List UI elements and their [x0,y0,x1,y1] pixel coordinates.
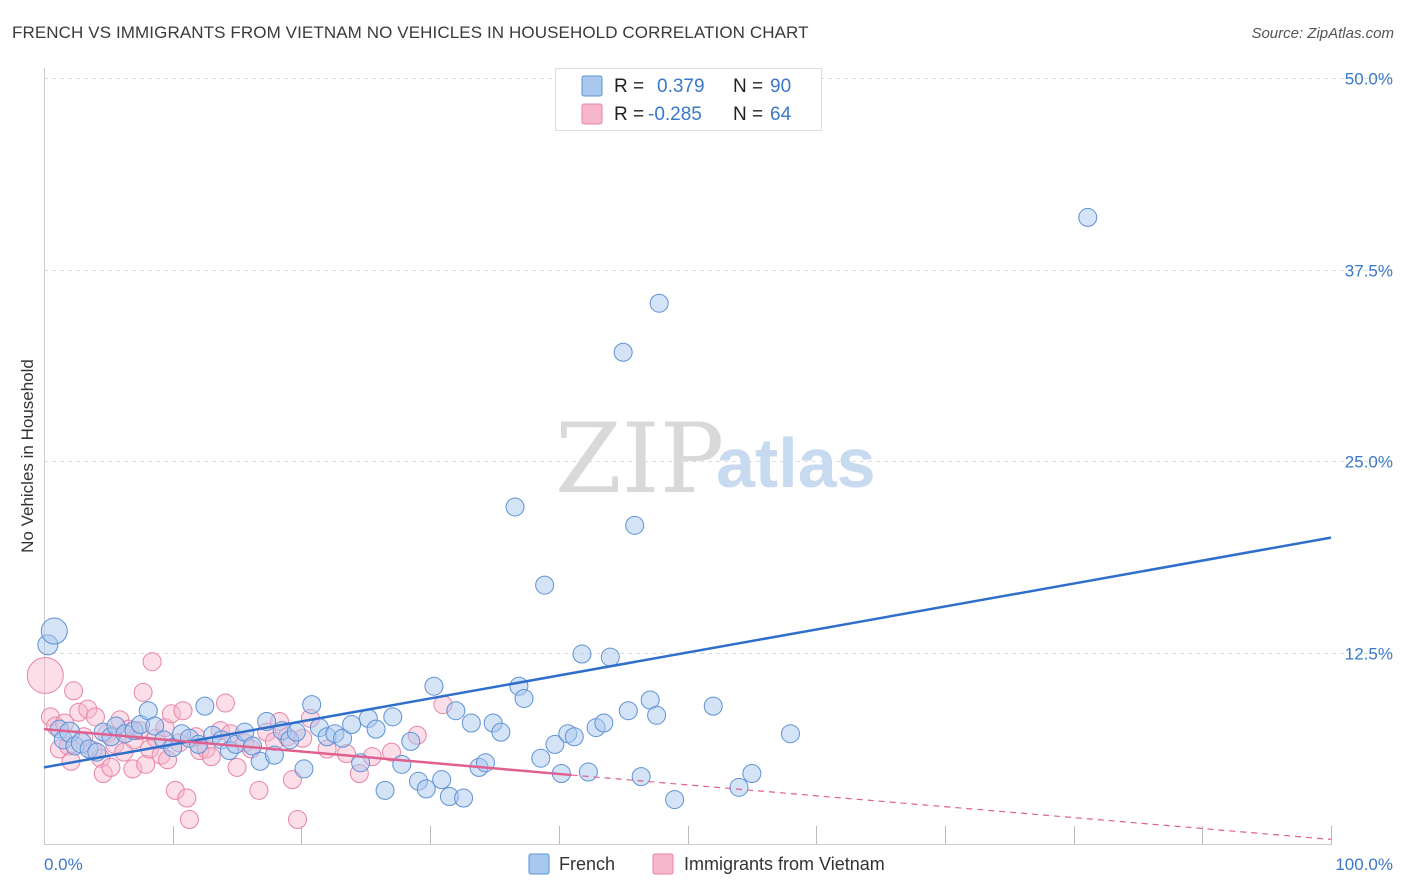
bottom-legend-french-swatch [528,853,550,875]
french-point [145,716,165,736]
vietnam-point [123,759,143,779]
y-axis-label: No Vehicles in Household [18,359,37,553]
y-tick-label: 25.0% [1345,453,1393,472]
french-point [649,293,669,313]
french-point [392,754,412,774]
vietnam-point [133,682,153,702]
y-tick-label: 50.0% [1345,70,1393,89]
french-point [333,728,353,748]
vietnam-point [177,788,197,808]
legend-vietnam-r-label: R = [614,104,644,125]
french-point [195,696,215,716]
legend-french-r-value: 0.379 [657,76,705,97]
vietnam-point [227,757,247,777]
french-point [491,722,511,742]
french-point [375,780,395,800]
x-tick-label-max: 100.0% [1335,855,1393,874]
french-point [703,696,723,716]
vietnam-point [64,681,84,701]
french-point [342,715,362,735]
legend-french-n-label: N = [733,76,763,97]
vietnam-point [136,754,156,774]
vietnam-point [381,742,401,762]
watermark-zip: ZIP [555,403,724,515]
watermark-atlas: atlas [716,424,876,502]
legend-french-swatch [581,75,603,97]
vietnam-point [93,764,113,784]
legend-vietnam-n-label: N = [733,104,763,125]
grid-lines [44,78,1392,654]
chart-source: Source: ZipAtlas.com [1251,25,1394,42]
french-point [461,713,481,733]
vietnam-point [201,747,221,767]
vietnam-point [249,780,269,800]
bottom-legend-vietnam-swatch [652,853,674,875]
legend-french-n-value: 90 [770,76,791,97]
vietnam-point [288,809,308,829]
french-point [780,724,800,744]
legend-vietnam-n-value: 64 [770,104,792,125]
french-point [294,759,314,779]
french-point [286,722,306,742]
bottom-legend-french-label: French [559,854,615,874]
vietnam-point [101,757,121,777]
french-point [742,764,762,784]
french-point [625,515,645,535]
french-point [564,727,584,747]
french-point [401,731,421,751]
vietnam-point [85,707,105,727]
vietnam-point [78,699,98,719]
x-axis-ticks: 0.0% 100.0% [44,826,1393,874]
vietnam-point [26,656,64,694]
french-point [302,695,322,715]
chart-title: FRENCH VS IMMIGRANTS FROM VIETNAM NO VEH… [12,23,809,42]
y-tick-label: 37.5% [1345,262,1393,281]
french-point [545,734,565,754]
french-point [446,701,466,721]
y-tick-label: 12.5% [1345,645,1393,664]
french-point [531,748,551,768]
legend-box: R = 0.379 N = 90 R = -0.285 N = 64 [555,68,822,131]
french-point [665,790,685,810]
french-point [424,676,444,696]
french-point [535,575,555,595]
french-point [505,497,525,517]
vietnam-trend-extension [571,774,1332,841]
y-tick-labels: 12.5% 25.0% 37.5% 50.0% [1345,70,1393,664]
french-point [40,617,68,645]
vietnam-point [161,704,181,724]
french-point [432,770,452,790]
french-point [572,644,592,664]
french-point [416,779,436,799]
french-point [1078,207,1098,227]
watermark: ZIP atlas [555,403,876,515]
french-point [514,688,534,708]
bottom-legend-vietnam-label: Immigrants from Vietnam [684,854,885,874]
trend-lines [43,536,1332,841]
french-point [383,707,403,727]
french-point [600,647,620,667]
vietnam-point [165,780,185,800]
french-point [613,342,633,362]
french-point [366,719,386,739]
french-point [729,777,749,797]
vietnam-point [142,652,162,672]
legend-vietnam-swatch [581,103,603,125]
french-point [578,762,598,782]
french-point [618,701,638,721]
french-point [647,705,667,725]
french-point [594,713,614,733]
french-trend-line [43,536,1332,769]
vietnam-point [179,809,199,829]
french-point [631,767,651,787]
legend-vietnam-r-value: -0.285 [648,104,702,125]
x-tick-label-min: 0.0% [44,855,83,874]
vietnam-point [215,693,235,713]
french-point [454,788,474,808]
vietnam-point [173,701,193,721]
vietnam-trend-line [43,727,572,777]
bottom-legend: French Immigrants from Vietnam [528,853,885,875]
legend-french-r-label: R = [614,76,644,97]
